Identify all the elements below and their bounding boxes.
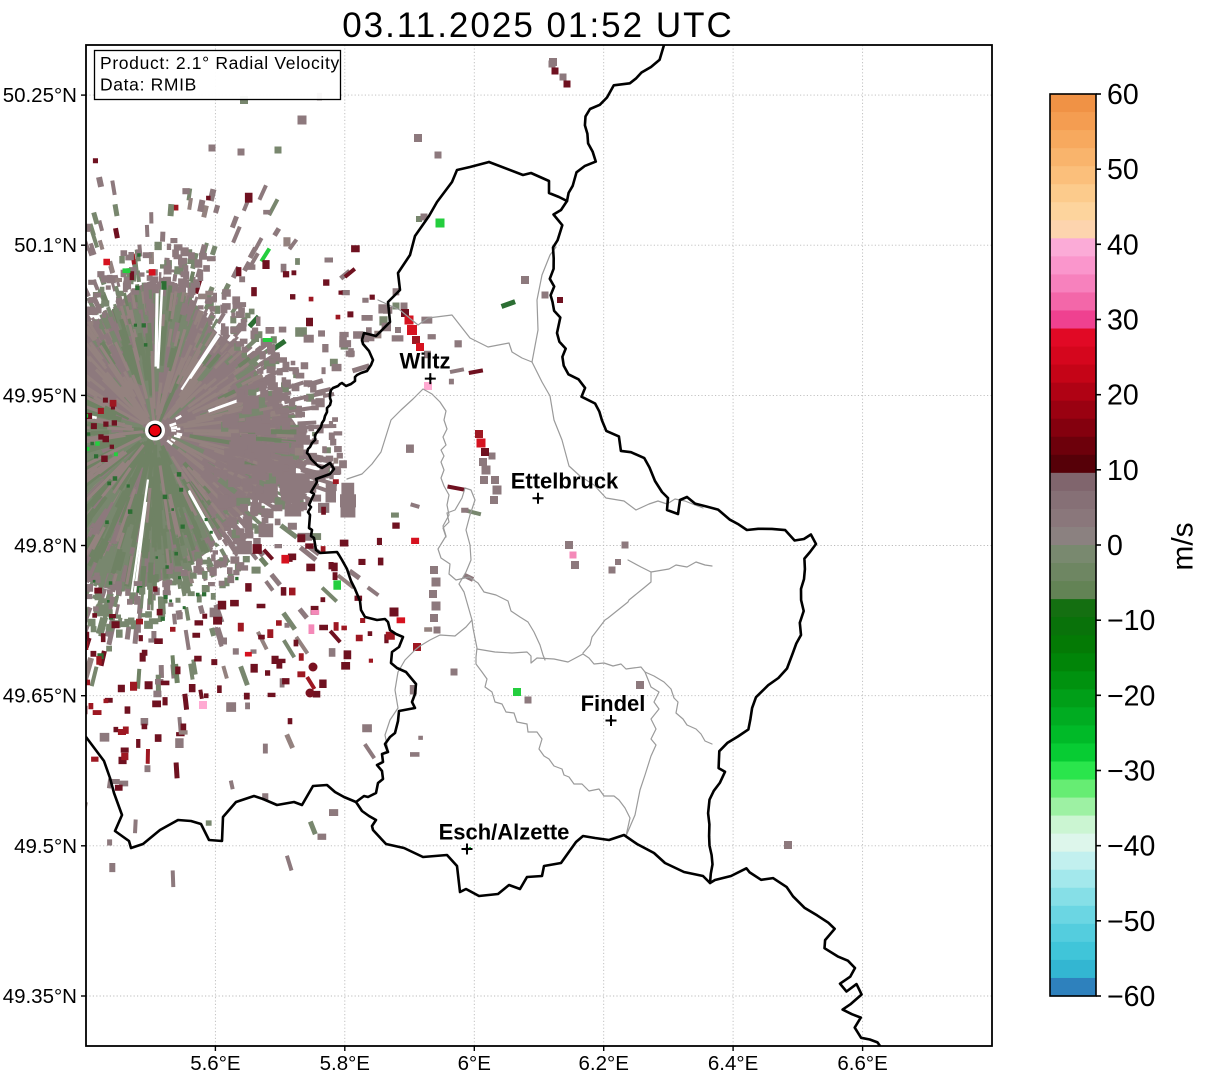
svg-text:49.8°N: 49.8°N (14, 535, 77, 558)
svg-text:5.8°E: 5.8°E (320, 1052, 370, 1075)
svg-text:60: 60 (1107, 79, 1139, 111)
svg-text:Data: RMIB: Data: RMIB (100, 75, 197, 95)
svg-text:Findel: Findel (581, 691, 646, 716)
svg-text:30: 30 (1107, 305, 1139, 337)
svg-text:−20: −20 (1107, 680, 1155, 712)
svg-text:49.5°N: 49.5°N (14, 835, 77, 858)
svg-text:10: 10 (1107, 455, 1139, 487)
svg-text:50: 50 (1107, 154, 1139, 186)
svg-text:−30: −30 (1107, 756, 1155, 788)
svg-text:−40: −40 (1107, 831, 1155, 863)
svg-text:Esch/Alzette: Esch/Alzette (439, 820, 570, 845)
svg-text:49.65°N: 49.65°N (3, 685, 77, 708)
svg-text:−10: −10 (1107, 605, 1155, 637)
svg-text:49.95°N: 49.95°N (3, 384, 77, 407)
svg-text:6.4°E: 6.4°E (708, 1052, 758, 1075)
svg-text:20: 20 (1107, 380, 1139, 412)
svg-text:5.6°E: 5.6°E (190, 1052, 240, 1075)
svg-text:0: 0 (1107, 530, 1123, 562)
svg-text:Product: 2.1° Radial Velocity: Product: 2.1° Radial Velocity (100, 53, 340, 73)
svg-text:6.2°E: 6.2°E (579, 1052, 629, 1075)
svg-text:m/s: m/s (1167, 522, 1200, 570)
svg-text:40: 40 (1107, 229, 1139, 261)
svg-text:49.35°N: 49.35°N (3, 985, 77, 1008)
svg-text:Ettelbruck: Ettelbruck (511, 469, 619, 494)
svg-text:Wiltz: Wiltz (399, 349, 450, 374)
svg-text:50.1°N: 50.1°N (14, 234, 77, 257)
svg-text:6°E: 6°E (458, 1052, 491, 1075)
svg-text:−50: −50 (1107, 906, 1155, 938)
svg-text:50.25°N: 50.25°N (3, 84, 77, 107)
svg-text:03.11.2025 01:52 UTC: 03.11.2025 01:52 UTC (342, 6, 734, 45)
svg-text:−60: −60 (1107, 981, 1155, 1013)
svg-text:6.6°E: 6.6°E (837, 1052, 887, 1075)
